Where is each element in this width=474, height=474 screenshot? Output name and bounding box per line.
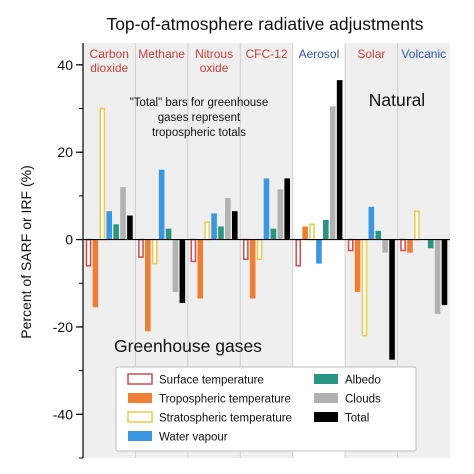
y-tick-label: 0 xyxy=(65,232,73,248)
bar-stratospheric-temperature xyxy=(204,221,210,241)
category-label: Carbon dioxide xyxy=(90,47,129,75)
bar-water-vapour xyxy=(263,178,270,240)
bar-total xyxy=(179,239,186,303)
legend-swatch xyxy=(127,411,153,423)
bar-albedo xyxy=(218,226,224,240)
legend-swatch xyxy=(314,412,338,422)
bar-surface-temperature xyxy=(400,238,406,252)
y-axis-label: Percent of SARF or IRF (%) xyxy=(18,165,34,338)
bar-albedo xyxy=(375,230,382,240)
bar-clouds xyxy=(329,106,336,240)
legend-label: Albedo xyxy=(345,375,381,387)
legend-label: Surface temperature xyxy=(159,375,264,387)
bar-albedo xyxy=(113,224,119,240)
category-label: CFC-12 xyxy=(245,47,287,61)
bar-tropospheric-temperature xyxy=(302,226,308,240)
bar-albedo xyxy=(427,239,434,249)
category-label: Solar xyxy=(357,47,385,61)
y-tick-label: 40 xyxy=(57,57,73,73)
bar-total xyxy=(231,211,238,240)
category-label: Volcanic xyxy=(401,47,446,61)
bar-clouds xyxy=(225,198,231,240)
bar-tropospheric-temperature xyxy=(354,239,361,292)
legend-swatch xyxy=(128,393,152,403)
bar-albedo xyxy=(165,228,172,240)
legend-label: Water vapour xyxy=(159,432,228,444)
bar-surface-temperature xyxy=(295,238,302,267)
bar-stratospheric-temperature xyxy=(309,223,315,241)
legend-label: Total xyxy=(345,413,369,425)
natural-annotation: Natural xyxy=(369,90,425,110)
bar-water-vapour xyxy=(316,239,322,264)
bar-clouds xyxy=(172,239,179,292)
bar-surface-temperature xyxy=(347,238,354,252)
bar-stratospheric-temperature xyxy=(256,238,263,260)
y-tick-label: -20 xyxy=(53,319,73,335)
legend-swatch xyxy=(128,431,152,441)
legend-swatch xyxy=(127,373,153,385)
bar-total xyxy=(441,239,448,306)
legend-label: Clouds xyxy=(345,394,381,406)
category-label: Nitrous oxide xyxy=(195,47,233,75)
bar-stratospheric-temperature xyxy=(361,238,368,337)
bar-total xyxy=(389,239,395,360)
axes: -40 -20 0 20 40 xyxy=(53,43,450,459)
bar-tropospheric-temperature xyxy=(145,239,151,332)
legend-label: Tropospheric temperature xyxy=(159,394,291,406)
y-tick-label: 20 xyxy=(57,144,73,160)
bar-stratospheric-temperature xyxy=(414,210,420,241)
category-label: Methane xyxy=(138,47,185,61)
category-label: Aerosol xyxy=(299,47,340,61)
bar-stratospheric-temperature xyxy=(99,107,106,241)
bar-surface-temperature xyxy=(138,238,144,258)
bar-surface-temperature xyxy=(85,238,92,267)
category-labels: Carbon dioxide Methane Nitrous oxide CFC-12 Ae… xyxy=(90,47,447,75)
bar-water-vapour xyxy=(211,213,217,240)
bar-tropospheric-temperature xyxy=(407,239,413,253)
bar-tropospheric-temperature xyxy=(197,239,204,299)
bar-total xyxy=(284,178,290,240)
bar-clouds xyxy=(277,189,284,240)
y-tick-label: -40 xyxy=(53,406,73,422)
legend-swatch xyxy=(314,393,338,403)
greenhouse-gases-annotation: Greenhouse gases xyxy=(114,336,262,356)
bar-surface-temperature xyxy=(243,238,249,260)
bar-clouds xyxy=(382,239,388,253)
bar-total xyxy=(336,80,343,240)
bars xyxy=(85,80,448,360)
bar-water-vapour xyxy=(368,206,375,240)
legend: Surface temperature Tropospheric temperat… xyxy=(115,366,417,452)
bar-clouds xyxy=(434,239,441,314)
bar-albedo xyxy=(323,219,329,240)
bar-albedo xyxy=(270,228,277,240)
bar-water-vapour xyxy=(158,169,165,240)
legend-box xyxy=(115,366,417,452)
bar-surface-temperature xyxy=(190,238,197,263)
bar-stratospheric-temperature xyxy=(151,238,158,265)
bar-water-vapour xyxy=(106,211,113,240)
total-bars-note: "Total" bars for greenhouse gases represe… xyxy=(130,97,269,139)
legend-label: Stratospheric temperature xyxy=(159,413,292,425)
bar-total xyxy=(127,215,133,240)
chart-title: Top-of-atmosphere radiative adjustments xyxy=(106,14,423,34)
bar-tropospheric-temperature xyxy=(249,239,256,299)
legend-swatch xyxy=(314,374,338,384)
bar-clouds xyxy=(120,187,126,240)
bar-tropospheric-temperature xyxy=(92,239,99,308)
